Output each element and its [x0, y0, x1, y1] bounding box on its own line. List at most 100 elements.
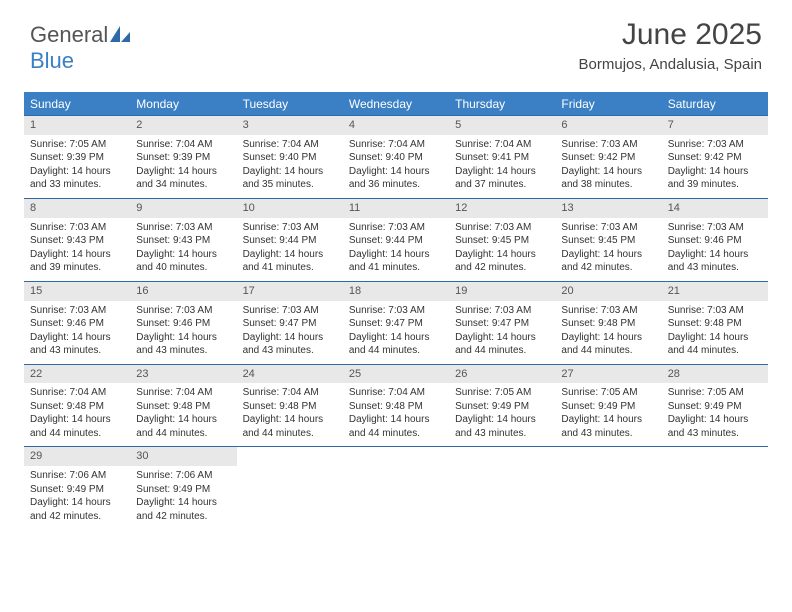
day-number: 25: [343, 365, 449, 384]
sunset-line: Sunset: 9:44 PM: [243, 234, 337, 248]
sunrise-line: Sunrise: 7:05 AM: [561, 386, 655, 400]
calendar-day: 7Sunrise: 7:03 AMSunset: 9:42 PMDaylight…: [662, 116, 768, 198]
day-number: 10: [237, 199, 343, 218]
day-body: Sunrise: 7:03 AMSunset: 9:47 PMDaylight:…: [343, 301, 449, 364]
sunrise-line: Sunrise: 7:04 AM: [349, 386, 443, 400]
sunrise-line: Sunrise: 7:03 AM: [561, 138, 655, 152]
day-header: Wednesday: [343, 93, 449, 115]
day-number: 2: [130, 116, 236, 135]
calendar-day: 9Sunrise: 7:03 AMSunset: 9:43 PMDaylight…: [130, 199, 236, 281]
day-number: 18: [343, 282, 449, 301]
day-body: Sunrise: 7:04 AMSunset: 9:48 PMDaylight:…: [130, 383, 236, 446]
calendar-day: 6Sunrise: 7:03 AMSunset: 9:42 PMDaylight…: [555, 116, 661, 198]
calendar-day: 5Sunrise: 7:04 AMSunset: 9:41 PMDaylight…: [449, 116, 555, 198]
day-body: Sunrise: 7:04 AMSunset: 9:48 PMDaylight:…: [237, 383, 343, 446]
calendar-day-empty: [343, 447, 449, 529]
daylight-line: Daylight: 14 hours and 41 minutes.: [349, 248, 443, 275]
sunset-line: Sunset: 9:46 PM: [668, 234, 762, 248]
calendar-day: 1Sunrise: 7:05 AMSunset: 9:39 PMDaylight…: [24, 116, 130, 198]
day-body: Sunrise: 7:04 AMSunset: 9:41 PMDaylight:…: [449, 135, 555, 198]
day-header-row: SundayMondayTuesdayWednesdayThursdayFrid…: [24, 93, 768, 115]
daylight-line: Daylight: 14 hours and 43 minutes.: [455, 413, 549, 440]
day-body: Sunrise: 7:03 AMSunset: 9:42 PMDaylight:…: [555, 135, 661, 198]
sunrise-line: Sunrise: 7:03 AM: [136, 221, 230, 235]
day-number: 23: [130, 365, 236, 384]
calendar-day: 12Sunrise: 7:03 AMSunset: 9:45 PMDayligh…: [449, 199, 555, 281]
day-body: Sunrise: 7:03 AMSunset: 9:46 PMDaylight:…: [130, 301, 236, 364]
day-body: Sunrise: 7:04 AMSunset: 9:48 PMDaylight:…: [24, 383, 130, 446]
day-body: Sunrise: 7:03 AMSunset: 9:44 PMDaylight:…: [343, 218, 449, 281]
sunset-line: Sunset: 9:48 PM: [561, 317, 655, 331]
sunset-line: Sunset: 9:46 PM: [30, 317, 124, 331]
logo-text: General Blue: [30, 22, 130, 74]
calendar-day: 8Sunrise: 7:03 AMSunset: 9:43 PMDaylight…: [24, 199, 130, 281]
calendar-day: 29Sunrise: 7:06 AMSunset: 9:49 PMDayligh…: [24, 447, 130, 529]
day-body: Sunrise: 7:03 AMSunset: 9:45 PMDaylight:…: [449, 218, 555, 281]
calendar: SundayMondayTuesdayWednesdayThursdayFrid…: [24, 92, 768, 529]
calendar-day: 17Sunrise: 7:03 AMSunset: 9:47 PMDayligh…: [237, 282, 343, 364]
sunset-line: Sunset: 9:47 PM: [243, 317, 337, 331]
sunrise-line: Sunrise: 7:04 AM: [136, 386, 230, 400]
day-number: 1: [24, 116, 130, 135]
sunset-line: Sunset: 9:44 PM: [349, 234, 443, 248]
day-number: 28: [662, 365, 768, 384]
daylight-line: Daylight: 14 hours and 34 minutes.: [136, 165, 230, 192]
day-body: Sunrise: 7:05 AMSunset: 9:49 PMDaylight:…: [555, 383, 661, 446]
sunrise-line: Sunrise: 7:03 AM: [455, 221, 549, 235]
daylight-line: Daylight: 14 hours and 42 minutes.: [136, 496, 230, 523]
logo-text-2: Blue: [30, 48, 74, 73]
day-number: 11: [343, 199, 449, 218]
calendar-day: 13Sunrise: 7:03 AMSunset: 9:45 PMDayligh…: [555, 199, 661, 281]
day-header: Tuesday: [237, 93, 343, 115]
sunrise-line: Sunrise: 7:03 AM: [349, 221, 443, 235]
day-body: Sunrise: 7:06 AMSunset: 9:49 PMDaylight:…: [24, 466, 130, 529]
calendar-day: 26Sunrise: 7:05 AMSunset: 9:49 PMDayligh…: [449, 365, 555, 447]
day-number: 9: [130, 199, 236, 218]
sunset-line: Sunset: 9:48 PM: [349, 400, 443, 414]
sunset-line: Sunset: 9:40 PM: [243, 151, 337, 165]
day-body: Sunrise: 7:03 AMSunset: 9:47 PMDaylight:…: [449, 301, 555, 364]
calendar-day: 25Sunrise: 7:04 AMSunset: 9:48 PMDayligh…: [343, 365, 449, 447]
daylight-line: Daylight: 14 hours and 42 minutes.: [455, 248, 549, 275]
daylight-line: Daylight: 14 hours and 44 minutes.: [455, 331, 549, 358]
sunrise-line: Sunrise: 7:03 AM: [561, 221, 655, 235]
calendar-day: 19Sunrise: 7:03 AMSunset: 9:47 PMDayligh…: [449, 282, 555, 364]
calendar-day: 20Sunrise: 7:03 AMSunset: 9:48 PMDayligh…: [555, 282, 661, 364]
daylight-line: Daylight: 14 hours and 43 minutes.: [561, 413, 655, 440]
calendar-day: 30Sunrise: 7:06 AMSunset: 9:49 PMDayligh…: [130, 447, 236, 529]
sunrise-line: Sunrise: 7:03 AM: [30, 221, 124, 235]
daylight-line: Daylight: 14 hours and 43 minutes.: [668, 248, 762, 275]
sunset-line: Sunset: 9:40 PM: [349, 151, 443, 165]
sunset-line: Sunset: 9:47 PM: [455, 317, 549, 331]
day-body: Sunrise: 7:03 AMSunset: 9:42 PMDaylight:…: [662, 135, 768, 198]
sunrise-line: Sunrise: 7:06 AM: [30, 469, 124, 483]
day-body: Sunrise: 7:04 AMSunset: 9:48 PMDaylight:…: [343, 383, 449, 446]
sunrise-line: Sunrise: 7:06 AM: [136, 469, 230, 483]
daylight-line: Daylight: 14 hours and 36 minutes.: [349, 165, 443, 192]
sunrise-line: Sunrise: 7:03 AM: [30, 304, 124, 318]
day-header: Friday: [555, 93, 661, 115]
day-number: 19: [449, 282, 555, 301]
calendar-day: 16Sunrise: 7:03 AMSunset: 9:46 PMDayligh…: [130, 282, 236, 364]
calendar-day: 21Sunrise: 7:03 AMSunset: 9:48 PMDayligh…: [662, 282, 768, 364]
daylight-line: Daylight: 14 hours and 44 minutes.: [561, 331, 655, 358]
calendar-day: 3Sunrise: 7:04 AMSunset: 9:40 PMDaylight…: [237, 116, 343, 198]
daylight-line: Daylight: 14 hours and 42 minutes.: [561, 248, 655, 275]
calendar-day: 10Sunrise: 7:03 AMSunset: 9:44 PMDayligh…: [237, 199, 343, 281]
daylight-line: Daylight: 14 hours and 37 minutes.: [455, 165, 549, 192]
calendar-week: 1Sunrise: 7:05 AMSunset: 9:39 PMDaylight…: [24, 115, 768, 198]
logo-text-1: General: [30, 22, 108, 47]
sunrise-line: Sunrise: 7:03 AM: [243, 221, 337, 235]
day-body: Sunrise: 7:03 AMSunset: 9:45 PMDaylight:…: [555, 218, 661, 281]
sunrise-line: Sunrise: 7:04 AM: [455, 138, 549, 152]
calendar-day-empty: [237, 447, 343, 529]
sunrise-line: Sunrise: 7:03 AM: [349, 304, 443, 318]
day-number: 6: [555, 116, 661, 135]
sunset-line: Sunset: 9:43 PM: [30, 234, 124, 248]
calendar-day: 15Sunrise: 7:03 AMSunset: 9:46 PMDayligh…: [24, 282, 130, 364]
sunrise-line: Sunrise: 7:03 AM: [243, 304, 337, 318]
sunrise-line: Sunrise: 7:05 AM: [455, 386, 549, 400]
day-body: Sunrise: 7:04 AMSunset: 9:40 PMDaylight:…: [237, 135, 343, 198]
sunset-line: Sunset: 9:42 PM: [561, 151, 655, 165]
day-number: 30: [130, 447, 236, 466]
